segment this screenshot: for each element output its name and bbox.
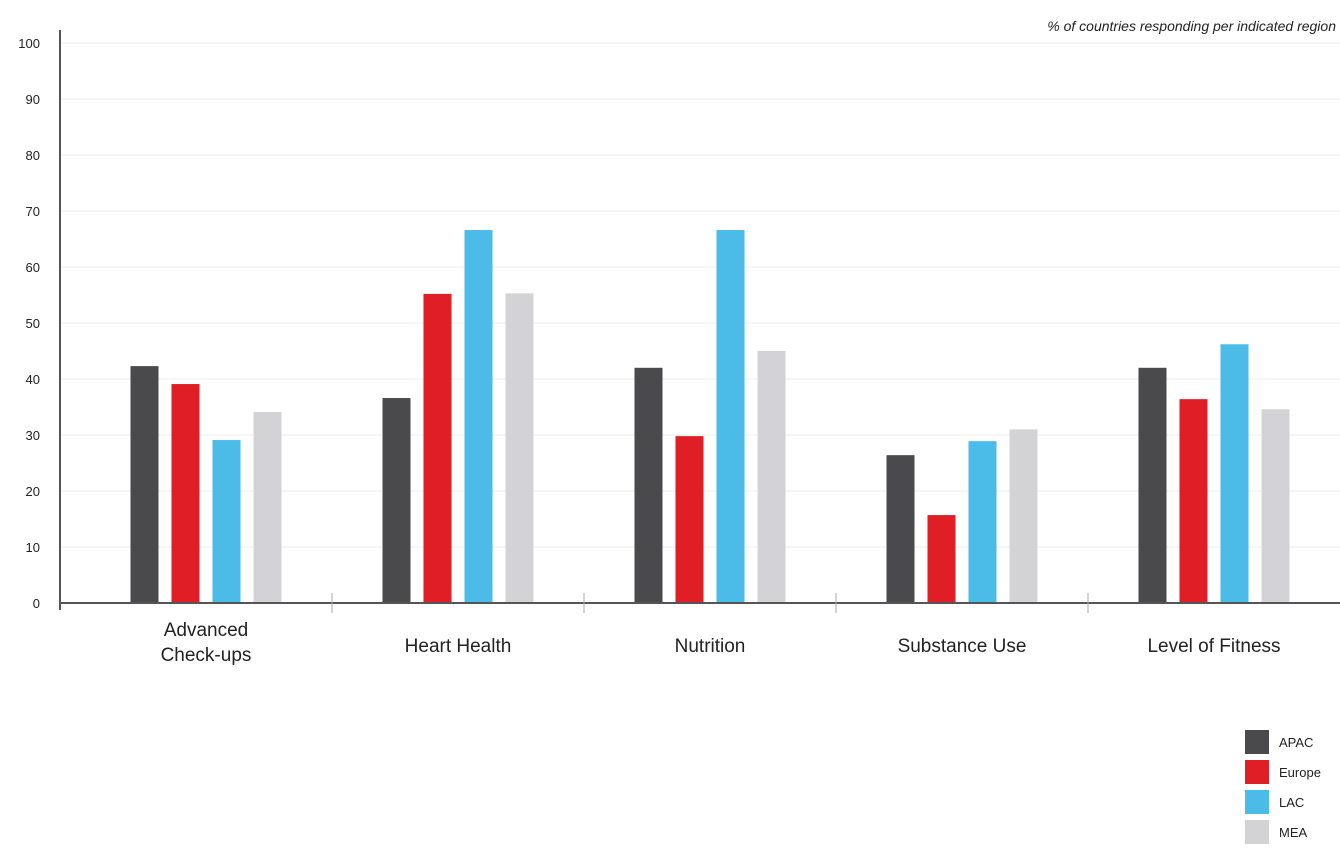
bar-mea-2	[757, 351, 786, 603]
legend-swatch-lac	[1245, 790, 1269, 814]
legend: APAC Europe LAC MEA	[1245, 730, 1321, 844]
bar-europe-4	[1179, 399, 1208, 603]
y-tick-label-0: 0	[33, 596, 40, 611]
bar-mea-0	[253, 412, 282, 603]
legend-label-apac: APAC	[1279, 735, 1313, 750]
bar-europe-0	[171, 384, 200, 603]
y-axis-ticks: 0 10 20 30 40 50 60 70 80 90 100	[18, 36, 40, 611]
legend-label-europe: Europe	[1279, 765, 1321, 780]
y-tick-label-100: 100	[18, 36, 40, 51]
bar-lac-4	[1220, 344, 1249, 603]
bar-apac-1	[382, 398, 411, 603]
legend-label-lac: LAC	[1279, 795, 1304, 810]
legend-swatch-apac	[1245, 730, 1269, 754]
bars	[130, 230, 1290, 604]
bar-europe-1	[423, 293, 452, 603]
y-tick-label-20: 20	[26, 484, 40, 499]
y-tick-label-90: 90	[26, 92, 40, 107]
legend-swatch-europe	[1245, 760, 1269, 784]
bar-lac-3	[968, 441, 997, 603]
bar-apac-4	[1138, 367, 1167, 603]
bar-mea-4	[1261, 409, 1290, 603]
y-tick-label-50: 50	[26, 316, 40, 331]
bar-lac-2	[716, 230, 745, 604]
category-label-1-0: Heart Health	[405, 636, 512, 657]
y-tick-label-40: 40	[26, 372, 40, 387]
bar-apac-2	[634, 367, 663, 603]
bar-lac-1	[464, 230, 493, 604]
chart-note: % of countries responding per indicated …	[1047, 18, 1336, 34]
y-tick-label-10: 10	[26, 540, 40, 555]
category-label-2-0: Nutrition	[675, 636, 746, 657]
bar-mea-1	[505, 293, 534, 603]
bar-lac-0	[212, 440, 241, 603]
category-label-0-1: Check-ups	[161, 645, 252, 666]
y-tick-label-30: 30	[26, 428, 40, 443]
category-labels: Advanced Check-ups Heart Health Nutrition Su…	[161, 620, 1281, 666]
bar-apac-0	[130, 366, 159, 603]
category-label-4-0: Level of Fitness	[1147, 636, 1280, 657]
bar-europe-2	[675, 436, 704, 603]
y-tick-label-70: 70	[26, 204, 40, 219]
category-label-0-0: Advanced	[164, 620, 249, 641]
legend-swatch-mea	[1245, 820, 1269, 844]
y-tick-label-60: 60	[26, 260, 40, 275]
bar-mea-3	[1009, 429, 1038, 603]
axes	[59, 30, 1340, 613]
bar-europe-3	[927, 515, 956, 603]
legend-label-mea: MEA	[1279, 825, 1308, 840]
y-tick-label-80: 80	[26, 148, 40, 163]
category-label-3-0: Substance Use	[898, 636, 1027, 657]
bar-apac-3	[886, 455, 915, 603]
